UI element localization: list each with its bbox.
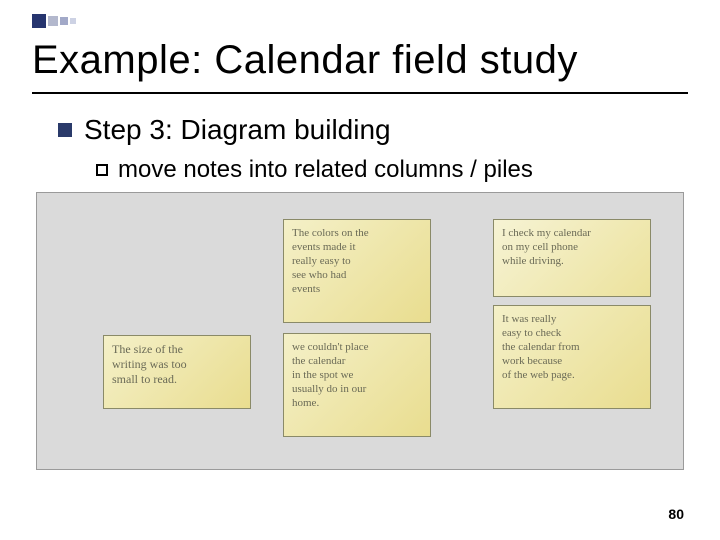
accent-square: [48, 16, 58, 26]
step-line: Step 3: Diagram building: [58, 114, 391, 146]
step-text: Step 3: Diagram building: [84, 114, 391, 146]
note-web-page: It was really easy to check the calendar…: [493, 305, 651, 409]
affinity-board: The size of the writing was too small to…: [36, 192, 684, 470]
sub-line: move notes into related columns / piles: [96, 156, 533, 184]
note-colors-events: The colors on the events made it really …: [283, 219, 431, 323]
sub-text: move notes into related columns / piles: [118, 156, 533, 184]
note-size-writing: The size of the writing was too small to…: [103, 335, 251, 409]
title-underline: [32, 92, 688, 94]
accent-square: [32, 14, 46, 28]
accent-decoration: [32, 14, 76, 28]
note-check-driving: I check my calendar on my cell phone whi…: [493, 219, 651, 297]
page-number: 80: [668, 506, 684, 522]
accent-square: [70, 18, 76, 24]
hollow-square-icon: [96, 164, 108, 176]
note-couldnt-place: we couldn't place the calendar in the sp…: [283, 333, 431, 437]
accent-square: [60, 17, 68, 25]
slide-title: Example: Calendar field study: [32, 38, 578, 83]
bullet-square-icon: [58, 123, 72, 137]
